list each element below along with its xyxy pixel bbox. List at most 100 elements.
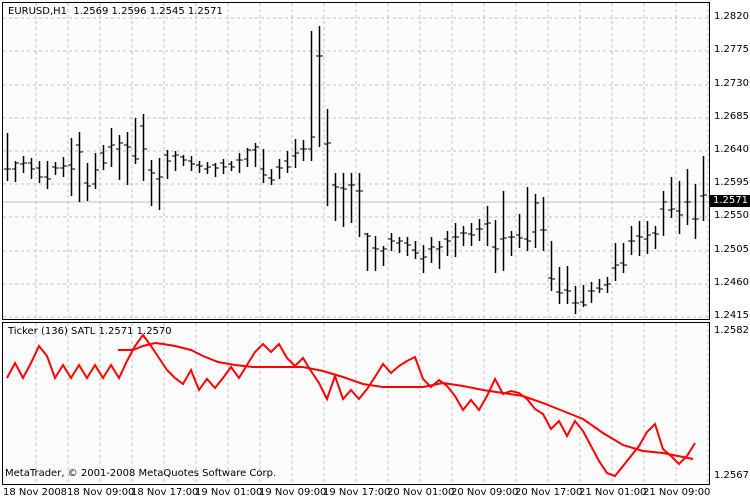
ohlc-bar bbox=[204, 162, 211, 174]
ohlc-bar bbox=[20, 156, 27, 173]
ohlc-bar bbox=[620, 243, 627, 273]
price-axis-label: 1.2820 bbox=[714, 11, 749, 22]
price-axis-label: 1.2415 bbox=[714, 310, 749, 321]
time-axis-label: 21 Nov 09:00 bbox=[643, 487, 711, 498]
ohlc-bar bbox=[268, 169, 275, 185]
ohlc-bar bbox=[180, 155, 187, 166]
time-axis-label: 20 Nov 09:00 bbox=[451, 487, 519, 498]
ohlc-bar bbox=[636, 221, 643, 256]
price-axis-label: 1.2505 bbox=[714, 244, 749, 255]
ohlc-bar bbox=[292, 139, 299, 168]
indicator-chart-canvas[interactable] bbox=[3, 323, 709, 484]
ohlc-bar bbox=[44, 161, 51, 189]
ohlc-bar bbox=[52, 162, 59, 175]
ohlc-bar bbox=[60, 157, 67, 177]
copyright-text: MetaTrader, © 2001-2008 MetaQuotes Softw… bbox=[5, 468, 277, 479]
ohlc-bar bbox=[540, 197, 547, 251]
ohlc-bar bbox=[116, 135, 123, 180]
ohlc-bar bbox=[124, 132, 131, 185]
current-price-marker: 1.2571 bbox=[710, 195, 750, 207]
time-axis-label: 19 Nov 09:00 bbox=[259, 487, 327, 498]
ohlc-bar bbox=[532, 194, 539, 248]
ohlc-bar bbox=[684, 169, 691, 225]
ohlc-bar bbox=[324, 109, 331, 206]
indicator-panel[interactable]: Ticker (136) SATL 1.2571 1.2570 bbox=[2, 322, 710, 485]
ohlc-bar bbox=[244, 148, 251, 167]
ohlc-bar bbox=[356, 173, 363, 237]
ohlc-bar bbox=[676, 181, 683, 234]
ohlc-bar bbox=[388, 233, 395, 251]
ohlc-bar bbox=[36, 161, 43, 183]
price-axis-label: 1.2595 bbox=[714, 177, 749, 188]
ohlc-bar bbox=[28, 158, 35, 179]
ohlc-bar bbox=[68, 138, 75, 196]
ohlc-bar bbox=[572, 286, 579, 314]
ohlc-bar bbox=[476, 219, 483, 241]
ohlc-bar bbox=[92, 153, 99, 189]
ohlc-bar bbox=[548, 241, 555, 291]
ohlc-bar bbox=[668, 177, 675, 218]
ohlc-bar bbox=[236, 153, 243, 173]
indicator-axis-bottom: 1.2567 bbox=[714, 470, 749, 481]
ohlc-bar bbox=[436, 241, 443, 269]
time-axis-label: 21 Nov 01:00 bbox=[579, 487, 647, 498]
time-axis-label: 19 Nov 17:00 bbox=[323, 487, 391, 498]
ohlc-bar bbox=[508, 231, 515, 256]
ohlc-bar bbox=[316, 26, 323, 147]
time-axis-label: 18 Nov 17:00 bbox=[131, 487, 199, 498]
ticker-line bbox=[6, 333, 696, 478]
chart-title: EURUSD,H1 1.2569 1.2596 1.2545 1.2571 bbox=[8, 6, 223, 17]
ohlc-bar bbox=[164, 150, 171, 179]
ohlc-bar bbox=[228, 161, 235, 171]
ohlc-bar bbox=[172, 151, 179, 171]
indicator-axis-top: 1.2582 bbox=[714, 325, 749, 336]
price-axis-label: 1.2685 bbox=[714, 111, 749, 122]
ohlc-bar bbox=[284, 151, 291, 173]
ohlc-bar bbox=[460, 226, 467, 246]
ohlc-bar bbox=[444, 231, 451, 256]
ohlc-bar bbox=[340, 173, 347, 227]
ohlc-bar bbox=[84, 163, 91, 201]
time-axis-label: 20 Nov 17:00 bbox=[515, 487, 583, 498]
ohlc-bar bbox=[12, 161, 19, 182]
price-axis-label: 1.2775 bbox=[714, 44, 749, 55]
ohlc-bar bbox=[276, 159, 283, 179]
ohlc-bar bbox=[76, 132, 83, 202]
ohlc-bar bbox=[564, 266, 571, 304]
price-chart-canvas[interactable] bbox=[3, 3, 709, 319]
ohlc-bar bbox=[364, 233, 371, 271]
ohlc-bar bbox=[260, 149, 267, 183]
ohlc-bar bbox=[220, 159, 227, 174]
price-axis-label: 1.2550 bbox=[714, 210, 749, 221]
indicator-title: Ticker (136) SATL 1.2571 1.2570 bbox=[8, 326, 172, 337]
ohlc-bar bbox=[4, 133, 11, 181]
time-axis-label: 18 Nov 2008 bbox=[3, 487, 68, 498]
ohlc-bar bbox=[468, 223, 475, 246]
main-chart-panel[interactable]: EURUSD,H1 1.2569 1.2596 1.2545 1.2571 bbox=[2, 2, 710, 320]
ohlc-bar bbox=[524, 187, 531, 251]
ohlc-bar bbox=[300, 140, 307, 161]
ohlc-bar bbox=[556, 267, 563, 304]
ohlc-bar bbox=[692, 184, 699, 239]
ohlc-bar bbox=[108, 128, 115, 167]
ohlc-bar bbox=[588, 282, 595, 303]
ohlc-bar bbox=[492, 220, 499, 273]
ohlc-bar bbox=[100, 145, 107, 170]
satl-line bbox=[118, 341, 694, 460]
ohlc-bar bbox=[516, 214, 523, 248]
ohlc-bar bbox=[700, 156, 707, 221]
ohlc-bar bbox=[156, 158, 163, 210]
ohlc-bar bbox=[308, 31, 315, 161]
ohlc-bar bbox=[420, 245, 427, 273]
ohlc-bar bbox=[612, 243, 619, 281]
ohlc-bar bbox=[412, 241, 419, 259]
ohlc-bar bbox=[644, 221, 651, 254]
price-axis-label: 1.2640 bbox=[714, 144, 749, 155]
ohlc-bar bbox=[332, 173, 339, 221]
ohlc-bar bbox=[196, 161, 203, 173]
time-axis-label: 18 Nov 09:00 bbox=[67, 487, 135, 498]
ohlc-bar bbox=[380, 246, 387, 266]
time-axis-label: 19 Nov 01:00 bbox=[195, 487, 263, 498]
ohlc-bar bbox=[500, 191, 507, 271]
ohlc-bar bbox=[484, 206, 491, 246]
